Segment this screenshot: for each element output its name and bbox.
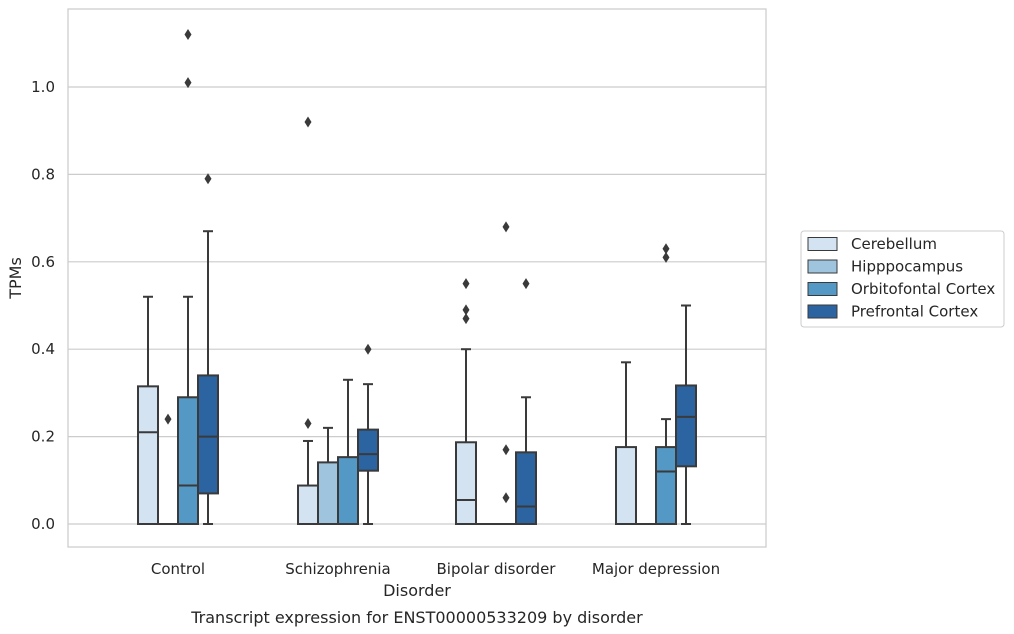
- box-body: [337, 456, 359, 526]
- box-body: [317, 461, 339, 525]
- box-body: [615, 446, 637, 526]
- box: [655, 243, 677, 526]
- x-tick-label: Control: [151, 560, 205, 578]
- outlier-point: [462, 304, 470, 316]
- box: [157, 413, 179, 526]
- y-tick-label: 0.6: [31, 253, 55, 271]
- outlier-point: [502, 221, 510, 233]
- outlier-point: [364, 343, 372, 355]
- legend-label: Orbitofontal Cortex: [851, 280, 995, 298]
- x-tick-labels: Control Schizophrenia Bipolar disorder Majo…: [151, 560, 720, 578]
- box: [357, 343, 379, 525]
- outlier-point: [304, 417, 312, 429]
- box-body: [297, 484, 319, 526]
- y-tick-label: 0.0: [31, 515, 55, 533]
- y-tick-label: 0.8: [31, 165, 55, 183]
- plot-frame: [67, 8, 767, 548]
- legend-swatch: [807, 304, 838, 319]
- outlier-point: [164, 413, 172, 425]
- outlier-point: [522, 278, 530, 290]
- x-tick-label: Bipolar disorder: [437, 560, 557, 578]
- box-body: [357, 428, 379, 472]
- outlier-point: [502, 492, 510, 504]
- box: [615, 361, 637, 526]
- outlier-point: [502, 444, 510, 456]
- box-body: [177, 396, 199, 525]
- outlier-point: [204, 173, 212, 185]
- box: [515, 278, 537, 525]
- box: [297, 116, 319, 526]
- y-tick-labels: 0.0 0.2 0.4 0.6 0.8 1.0: [31, 78, 55, 533]
- legend-label: Hipppocampus: [851, 258, 963, 276]
- box: [495, 221, 517, 526]
- outlier-point: [462, 313, 470, 325]
- y-tick-label: 0.2: [31, 428, 55, 446]
- x-tick-label: Schizophrenia: [285, 560, 390, 578]
- box-body: [675, 384, 697, 468]
- chart-caption: Transcript expression for ENST0000053320…: [190, 608, 643, 627]
- outlier-point: [304, 116, 312, 128]
- box-body: [455, 441, 477, 526]
- box-body: [137, 385, 159, 525]
- x-axis-label: Disorder: [383, 581, 451, 600]
- box-body: [515, 451, 537, 525]
- box: [137, 295, 159, 525]
- outlier-point: [662, 243, 670, 255]
- box-body: [197, 374, 219, 495]
- legend: Cerebellum Hipppocampus Orbitofontal Corte…: [800, 230, 1005, 328]
- y-axis-label: TPMs: [6, 257, 25, 300]
- legend-frame: [800, 230, 1005, 328]
- legend-swatch: [807, 282, 838, 296]
- outlier-point: [184, 77, 192, 89]
- outlier-point: [462, 278, 470, 290]
- box-series: [137, 29, 697, 526]
- box: [337, 378, 359, 526]
- legend-swatch: [807, 259, 838, 274]
- outlier-point: [184, 29, 192, 41]
- box: [177, 29, 199, 525]
- legend-items: Cerebellum Hipppocampus Orbitofontal Corte…: [807, 235, 995, 321]
- y-tick-label: 1.0: [31, 78, 55, 96]
- box: [197, 173, 219, 525]
- legend-swatch: [807, 237, 838, 251]
- x-tick-label: Major depression: [592, 560, 720, 578]
- y-tick-label: 0.4: [31, 340, 55, 358]
- box: [455, 278, 477, 526]
- legend-label: Prefrontal Cortex: [851, 303, 978, 321]
- legend-label: Cerebellum: [851, 235, 937, 253]
- box-body: [655, 446, 677, 526]
- box: [675, 304, 697, 525]
- box: [317, 426, 339, 525]
- outlier-point: [662, 251, 670, 263]
